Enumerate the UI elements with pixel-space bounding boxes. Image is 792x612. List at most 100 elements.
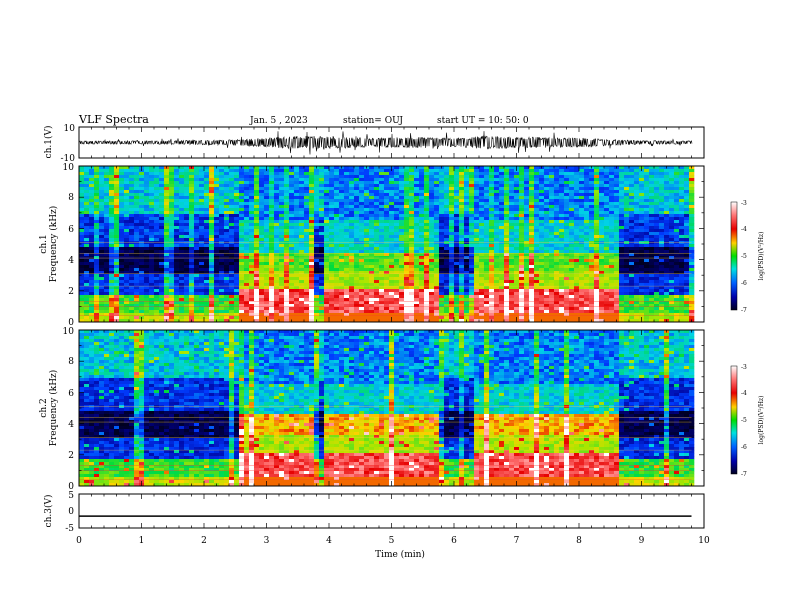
spectrogram-cell bbox=[99, 268, 105, 272]
spectrogram-cell bbox=[129, 193, 135, 197]
spectrogram-cell bbox=[104, 289, 110, 293]
spectrogram-cell bbox=[334, 280, 340, 284]
spectrogram-cell bbox=[399, 295, 405, 299]
spectrogram-cell bbox=[504, 271, 510, 275]
spectrogram-cell bbox=[174, 268, 180, 272]
spectrogram-cell bbox=[224, 229, 230, 233]
spectrogram-cell bbox=[279, 292, 285, 296]
spectrogram-cell bbox=[284, 187, 290, 191]
spectrogram-cell bbox=[134, 190, 140, 194]
spectrogram-cell bbox=[114, 235, 120, 239]
spectrogram-cell bbox=[229, 256, 235, 260]
spectrogram-cell bbox=[204, 217, 210, 221]
spectrogram-cell bbox=[484, 316, 490, 320]
spectrogram-cell bbox=[359, 193, 365, 197]
spectrogram-cell bbox=[279, 316, 285, 320]
spectrogram-cell bbox=[269, 277, 275, 281]
spectrogram-cell bbox=[364, 256, 370, 260]
spectrogram-cell bbox=[379, 295, 385, 299]
spectrogram-cell bbox=[314, 256, 320, 260]
spectrogram-cell bbox=[179, 193, 185, 197]
spectrogram-cell bbox=[454, 289, 460, 293]
spectrogram-cell bbox=[344, 310, 350, 314]
spectrogram-cell bbox=[379, 181, 385, 185]
spectrogram-cell bbox=[389, 274, 395, 278]
spectrogram-cell bbox=[139, 271, 145, 275]
spectrogram-cell bbox=[489, 238, 495, 242]
spectrogram-cell bbox=[464, 316, 470, 320]
spectrogram-cell bbox=[394, 220, 400, 224]
spectrogram-cell bbox=[544, 295, 550, 299]
spectrogram-cell bbox=[254, 238, 260, 242]
spectrogram-cell bbox=[214, 268, 220, 272]
spectrogram-cell bbox=[529, 202, 535, 206]
spectrogram-cell bbox=[174, 217, 180, 221]
spectrogram-cell bbox=[479, 229, 485, 233]
spectrogram-cell bbox=[514, 271, 520, 275]
spectrogram-cell bbox=[514, 175, 520, 179]
spectrogram-cell bbox=[269, 304, 275, 308]
spectrogram-cell bbox=[304, 256, 310, 260]
spectrogram-cell bbox=[209, 235, 215, 239]
spectrogram-cell bbox=[399, 235, 405, 239]
spectrogram-cell bbox=[399, 172, 405, 176]
spectrogram-cell bbox=[254, 307, 260, 311]
spectrogram-cell bbox=[374, 214, 380, 218]
spectrogram-cell bbox=[519, 247, 525, 251]
spectrogram-cell bbox=[154, 289, 160, 293]
spectrogram-cell bbox=[94, 268, 100, 272]
spectrogram-cell bbox=[344, 247, 350, 251]
spectrogram-cell bbox=[544, 211, 550, 215]
spectrogram-cell bbox=[439, 244, 445, 248]
spectrogram-cell bbox=[399, 238, 405, 242]
spectrogram-cell bbox=[139, 184, 145, 188]
spectrogram-cell bbox=[139, 172, 145, 176]
spectrogram-cell bbox=[129, 208, 135, 212]
spectrogram-cell bbox=[329, 223, 335, 227]
spectrogram-cell bbox=[309, 232, 315, 236]
spectrogram-cell bbox=[419, 298, 425, 302]
spectrogram-cell bbox=[214, 187, 220, 191]
spectrogram-cell bbox=[174, 199, 180, 203]
spectrogram-cell bbox=[204, 250, 210, 254]
spectrogram-cell bbox=[319, 298, 325, 302]
spectrogram-cell bbox=[479, 211, 485, 215]
spectrogram-cell bbox=[349, 238, 355, 242]
spectrogram-cell bbox=[309, 226, 315, 230]
spectrogram-cell bbox=[189, 304, 195, 308]
spectrogram-cell bbox=[89, 256, 95, 260]
spectrogram-cell bbox=[179, 184, 185, 188]
spectrogram-cell bbox=[419, 211, 425, 215]
spectrogram-cell bbox=[249, 235, 255, 239]
spectrogram-cell bbox=[244, 184, 250, 188]
spectrogram-cell bbox=[164, 262, 170, 266]
spectrogram-cell bbox=[404, 166, 410, 170]
spectrogram-cell bbox=[124, 184, 130, 188]
spectrogram-cell bbox=[209, 166, 215, 170]
spectrogram-cell bbox=[219, 289, 225, 293]
spectrogram-cell bbox=[89, 220, 95, 224]
spectrogram-cell bbox=[404, 304, 410, 308]
spectrogram-cell bbox=[219, 271, 225, 275]
spectrogram-cell bbox=[419, 208, 425, 212]
spectrogram-cell bbox=[369, 280, 375, 284]
spectrogram-cell bbox=[344, 205, 350, 209]
spectrogram-cell bbox=[209, 205, 215, 209]
spectrogram-cell bbox=[414, 205, 420, 209]
spectrogram-cell bbox=[474, 304, 480, 308]
spectrogram-cell bbox=[214, 172, 220, 176]
spectrogram-cell bbox=[294, 316, 300, 320]
spectrogram-cell bbox=[164, 232, 170, 236]
spectrogram-cell bbox=[169, 319, 175, 323]
spectrogram-cell bbox=[234, 307, 240, 311]
spectrogram-cell bbox=[239, 184, 245, 188]
spectrogram-cell bbox=[444, 277, 450, 281]
spectrogram-cell bbox=[154, 211, 160, 215]
spectrogram-cell bbox=[534, 205, 540, 209]
ch1-ylabel: ch.1(V) bbox=[43, 126, 54, 159]
spectrogram-cell bbox=[484, 298, 490, 302]
spectrogram-cell bbox=[269, 187, 275, 191]
spectrogram-cell bbox=[289, 292, 295, 296]
spectrogram-cell bbox=[409, 286, 415, 290]
